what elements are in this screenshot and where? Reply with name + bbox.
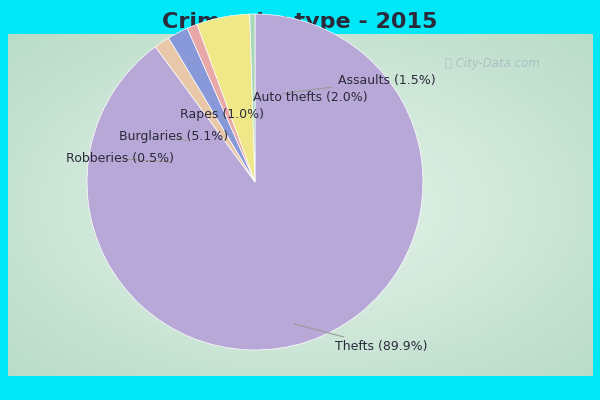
Wedge shape — [87, 14, 423, 350]
Wedge shape — [169, 28, 255, 182]
Text: Auto thefts (2.0%): Auto thefts (2.0%) — [250, 91, 368, 106]
Text: Thefts (89.9%): Thefts (89.9%) — [294, 324, 428, 354]
Wedge shape — [155, 38, 255, 182]
Text: ⓘ City-Data.com: ⓘ City-Data.com — [445, 56, 540, 70]
Text: Assaults (1.5%): Assaults (1.5%) — [283, 74, 436, 94]
Text: Robberies (0.5%): Robberies (0.5%) — [66, 152, 174, 165]
Text: Crimes by type - 2015: Crimes by type - 2015 — [163, 12, 437, 32]
Wedge shape — [250, 14, 255, 182]
Text: Burglaries (5.1%): Burglaries (5.1%) — [119, 130, 228, 143]
Wedge shape — [197, 14, 255, 182]
Wedge shape — [187, 24, 255, 182]
Text: Rapes (1.0%): Rapes (1.0%) — [180, 108, 264, 121]
